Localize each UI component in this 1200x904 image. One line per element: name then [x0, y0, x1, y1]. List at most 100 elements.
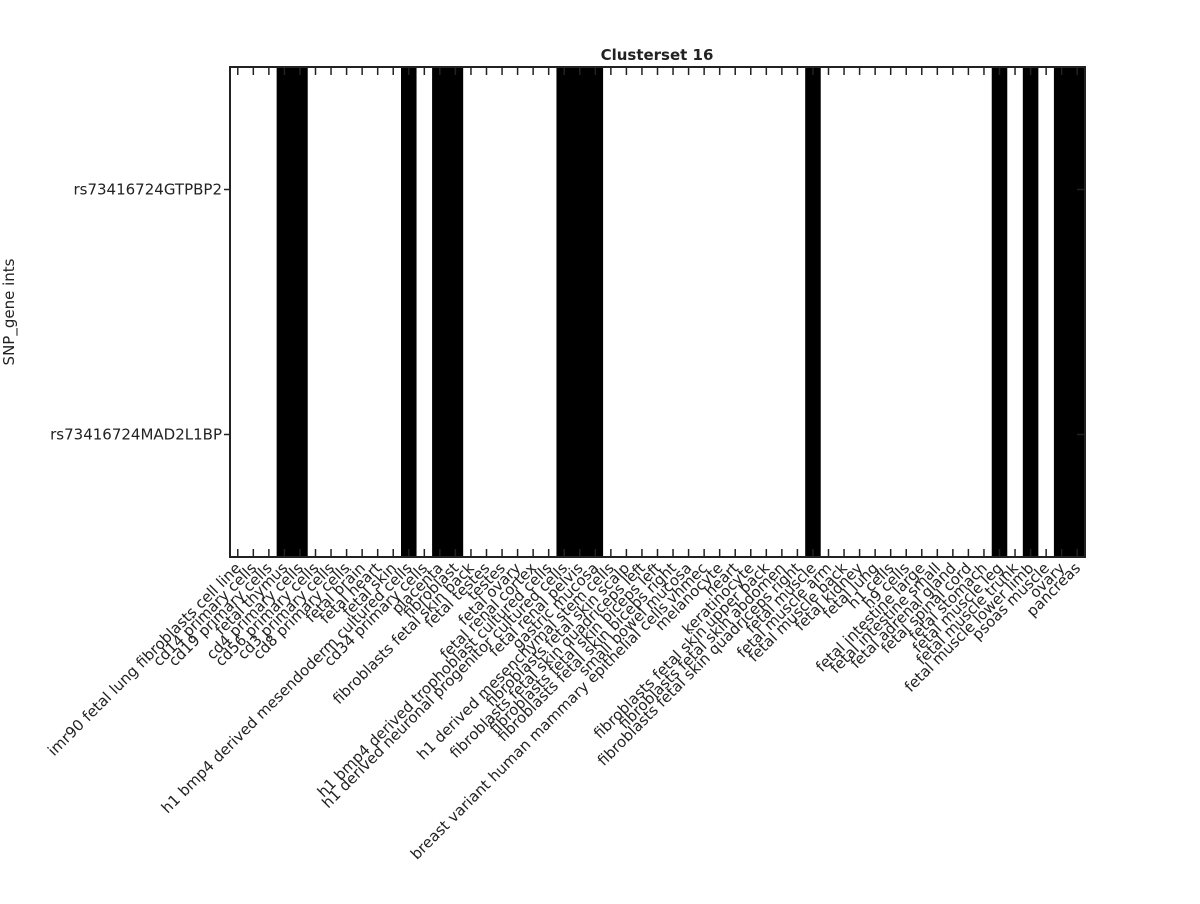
heatmap-cell	[230, 312, 247, 558]
y-tick-label: rs73416724GTPBP2	[73, 181, 222, 199]
heatmap-cell	[556, 67, 573, 313]
heatmap-cell	[991, 312, 1008, 558]
heatmap-cell	[1053, 67, 1070, 313]
heatmap-cell	[307, 312, 324, 558]
heatmap-cell	[914, 67, 931, 313]
heatmap-cell	[649, 67, 666, 313]
heatmap-cell	[416, 67, 433, 313]
heatmap-cell	[1022, 67, 1039, 313]
heatmap-cell	[820, 67, 837, 313]
heatmap-cell	[572, 312, 589, 558]
heatmap-cell	[1038, 312, 1055, 558]
heatmap-cell	[556, 312, 573, 558]
heatmap-cell	[929, 312, 946, 558]
heatmap-cell	[882, 312, 899, 558]
heatmap-cell	[338, 67, 355, 313]
heatmap-cell	[805, 312, 822, 558]
heatmap-cell	[323, 312, 340, 558]
heatmap-cell	[572, 67, 589, 313]
heatmap-cell	[478, 312, 495, 558]
heatmap-cell	[898, 312, 915, 558]
heatmap-cell	[634, 67, 651, 313]
heatmap-cell	[976, 312, 993, 558]
heatmap-cell	[665, 67, 682, 313]
heatmap-cell	[369, 312, 386, 558]
heatmap-cell	[665, 312, 682, 558]
heatmap-cell	[261, 67, 278, 313]
heatmap-cell	[494, 67, 511, 313]
heatmap-cell	[836, 67, 853, 313]
heatmap-cell	[711, 67, 728, 313]
heatmap-cell	[603, 312, 620, 558]
heatmap-cell	[1022, 312, 1039, 558]
heatmap-cell	[307, 67, 324, 313]
heatmap-cell	[401, 312, 418, 558]
heatmap-cell	[758, 312, 775, 558]
heatmap-cell	[820, 312, 837, 558]
heatmap-cell	[292, 312, 309, 558]
heatmap-cell	[276, 312, 293, 558]
heatmap-cell	[805, 67, 822, 313]
y-tick-label: rs73416724MAD2L1BP	[50, 426, 222, 444]
heatmap-cell	[836, 312, 853, 558]
heatmap-cell	[354, 67, 371, 313]
heatmap-cell	[416, 312, 433, 558]
heatmap-cell	[261, 312, 278, 558]
heatmap-cell	[743, 312, 760, 558]
heatmap-cell	[1007, 312, 1024, 558]
heatmap-cell	[478, 67, 495, 313]
heatmap-cell	[680, 67, 697, 313]
heatmap-cell	[447, 67, 464, 313]
heatmap-cell	[618, 67, 635, 313]
heatmap-cell	[587, 312, 604, 558]
heatmap-cell	[711, 312, 728, 558]
heatmap-cell	[960, 67, 977, 313]
heatmap-cell	[696, 312, 713, 558]
heatmap-cell	[727, 312, 744, 558]
heatmap-cell	[230, 67, 247, 313]
heatmap-cell	[401, 67, 418, 313]
heatmap-cell	[649, 312, 666, 558]
heatmap-cell	[540, 312, 557, 558]
heatmap-cell	[338, 312, 355, 558]
heatmap-cell	[789, 312, 806, 558]
heatmap-cell	[432, 312, 449, 558]
heatmap-cell	[494, 312, 511, 558]
heatmap-cell	[914, 312, 931, 558]
heatmap-cell	[447, 312, 464, 558]
heatmap-cell	[882, 67, 899, 313]
heatmap-cell	[945, 67, 962, 313]
heatmap-cell	[960, 312, 977, 558]
heatmap-cell	[758, 67, 775, 313]
heatmap-cell	[603, 67, 620, 313]
heatmap-cell	[432, 67, 449, 313]
heatmap-cell	[1053, 312, 1070, 558]
heatmap-cell	[463, 67, 480, 313]
heatmap-cell	[509, 67, 526, 313]
y-axis-label: SNP_gene ints	[0, 258, 19, 365]
heatmap-cell	[680, 312, 697, 558]
heatmap-cell	[509, 312, 526, 558]
heatmap-cell	[727, 67, 744, 313]
heatmap-cell	[292, 67, 309, 313]
heatmap-cell	[525, 67, 542, 313]
heatmap-cell	[323, 67, 340, 313]
heatmap-cell	[385, 312, 402, 558]
heatmap-cell	[587, 67, 604, 313]
heatmap-cell	[867, 67, 884, 313]
heatmap-cell	[945, 312, 962, 558]
heatmap-cell	[463, 312, 480, 558]
heatmap-cell	[743, 67, 760, 313]
heatmap-cell	[991, 67, 1008, 313]
heatmap-cell	[976, 67, 993, 313]
heatmap-cell	[245, 312, 262, 558]
heatmap-cell	[867, 312, 884, 558]
heatmap-cell	[774, 312, 791, 558]
heatmap-cell	[354, 312, 371, 558]
heatmap-cell	[618, 312, 635, 558]
chart-title: Clusterset 16	[601, 46, 714, 64]
heatmap-cell	[540, 67, 557, 313]
heatmap-cell	[245, 67, 262, 313]
heatmap-cell	[696, 67, 713, 313]
